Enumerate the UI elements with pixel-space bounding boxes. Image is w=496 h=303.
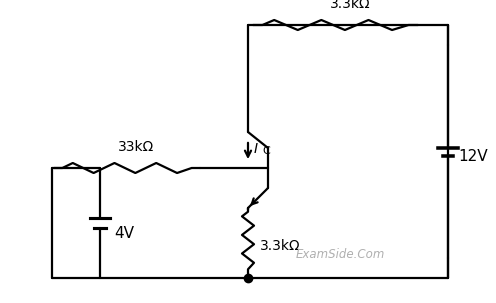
Text: ExamSide.Com: ExamSide.Com bbox=[295, 248, 385, 261]
Text: 4V: 4V bbox=[114, 225, 134, 241]
Text: 33kΩ: 33kΩ bbox=[118, 140, 154, 154]
Text: C: C bbox=[262, 146, 270, 156]
Text: 12V: 12V bbox=[458, 149, 488, 164]
Text: 3.3kΩ: 3.3kΩ bbox=[260, 238, 301, 252]
Text: I: I bbox=[254, 142, 258, 156]
Text: 3.3kΩ: 3.3kΩ bbox=[330, 0, 371, 11]
